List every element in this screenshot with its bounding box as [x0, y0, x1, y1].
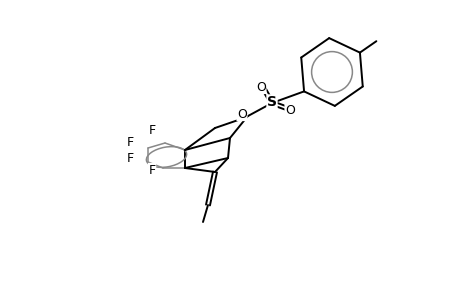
- Text: F: F: [126, 136, 133, 148]
- Text: O: O: [236, 107, 246, 121]
- Text: F: F: [148, 124, 155, 136]
- Text: O: O: [256, 80, 265, 94]
- Text: F: F: [148, 164, 155, 176]
- Text: S: S: [266, 95, 276, 109]
- Text: O: O: [285, 103, 294, 116]
- Text: F: F: [126, 152, 133, 164]
